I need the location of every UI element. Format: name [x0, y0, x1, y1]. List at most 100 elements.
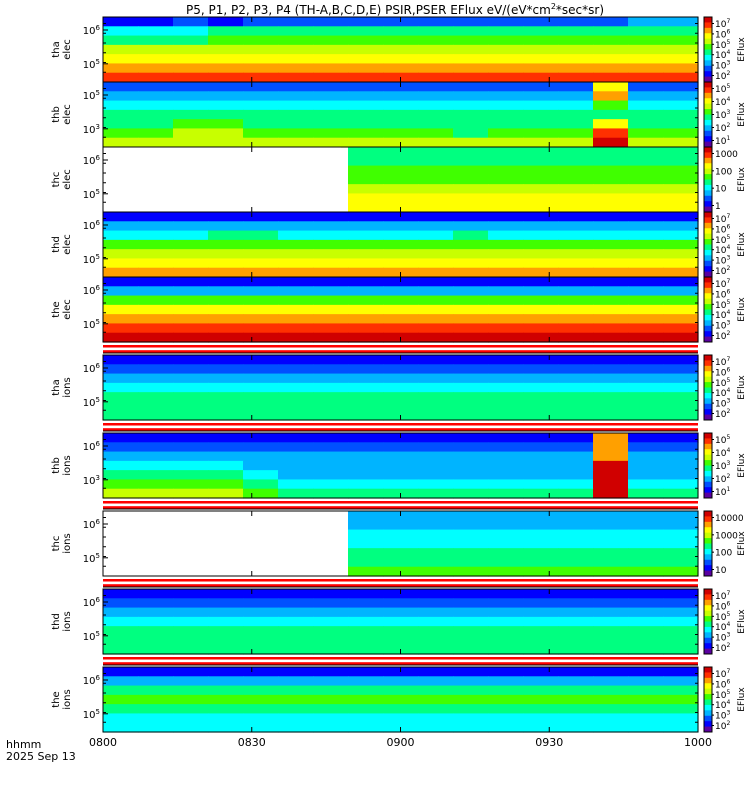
- colorbar-exponent: 3: [726, 255, 730, 262]
- heat-cell: [313, 267, 349, 278]
- heat-cell: [453, 109, 489, 120]
- heat-cell: [628, 722, 664, 733]
- heat-cell: [558, 644, 594, 655]
- heat-cell: [383, 286, 419, 297]
- heat-cell: [558, 511, 594, 521]
- heat-cell: [313, 230, 349, 241]
- heat-cell: [103, 442, 139, 453]
- heat-cell: [628, 267, 664, 278]
- heat-cell: [663, 35, 699, 46]
- heat-cell: [628, 184, 664, 195]
- heat-cell: [243, 72, 279, 83]
- colorbar-segment: [704, 470, 712, 475]
- heat-cell: [243, 100, 279, 111]
- heat-cell: [243, 304, 279, 315]
- colorbar-exponent: 2: [726, 473, 730, 480]
- colorbar-segment: [704, 607, 712, 612]
- heat-cell: [173, 626, 209, 637]
- colorbar-segment: [704, 573, 712, 577]
- colorbar-segment: [704, 333, 712, 338]
- heat-cell: [138, 616, 174, 627]
- heat-cell: [488, 82, 524, 92]
- colorbar-segment: [704, 35, 712, 40]
- colorbar-segment: [704, 317, 712, 321]
- heat-cell: [278, 44, 314, 55]
- heat-cell: [348, 382, 384, 393]
- saturation-stripe: [103, 347, 698, 351]
- heat-cell: [558, 304, 594, 315]
- heat-cell: [278, 451, 314, 462]
- colorbar-segment: [704, 100, 712, 105]
- colorbar-segment: [704, 446, 712, 450]
- heat-cell: [278, 100, 314, 111]
- colorbar-segment: [704, 309, 712, 313]
- colorbar-segment: [704, 325, 712, 329]
- heat-cell: [488, 410, 524, 421]
- heat-cell: [243, 626, 279, 637]
- y-tick-exponent: 6: [96, 219, 101, 227]
- no-data-region: [103, 147, 341, 212]
- heat-cell: [628, 401, 664, 412]
- heat-cell: [453, 667, 489, 677]
- colorbar-segment: [704, 632, 712, 636]
- colorbar-label: 100: [715, 167, 732, 177]
- colorbar-segment: [704, 54, 712, 59]
- heat-cell: [663, 598, 699, 609]
- y-tick-exponent: 5: [96, 188, 100, 196]
- heat-cell: [348, 54, 384, 65]
- heat-cell: [103, 488, 139, 499]
- colorbar-segment: [704, 481, 712, 485]
- colorbar-segment: [704, 721, 712, 725]
- heat-cell: [593, 239, 629, 250]
- colorbar-exponent: 7: [726, 278, 730, 285]
- heat-cell: [208, 479, 244, 490]
- heat-cell: [523, 258, 559, 269]
- colorbar-exponent: 3: [726, 710, 730, 717]
- heat-cell: [418, 35, 454, 46]
- colorbar-segment: [704, 694, 712, 698]
- heat-cell: [418, 676, 454, 687]
- heat-cell: [558, 258, 594, 269]
- heat-cell: [488, 433, 524, 443]
- heat-cell: [593, 460, 629, 471]
- heat-cell: [488, 722, 524, 733]
- heat-cell: [208, 221, 244, 232]
- colorbar-segment: [704, 516, 712, 520]
- heat-cell: [208, 401, 244, 412]
- heat-cell: [138, 626, 174, 637]
- heat-cell: [628, 174, 664, 185]
- heat-cell: [208, 17, 244, 27]
- heat-cell: [173, 230, 209, 241]
- colorbar-frame: [703, 588, 713, 655]
- heat-cell: [278, 722, 314, 733]
- heat-cell: [628, 35, 664, 46]
- colorbar-base: 10: [715, 215, 727, 225]
- heat-cell: [243, 713, 279, 724]
- heat-cell: [523, 355, 559, 365]
- heat-cell: [418, 548, 454, 559]
- colorbar-exponent: 2: [726, 265, 730, 272]
- heat-cell: [453, 119, 489, 130]
- heat-cell: [103, 392, 139, 403]
- heat-cell: [278, 109, 314, 120]
- heat-cell: [103, 598, 139, 609]
- colorbar-label: 103: [715, 255, 730, 267]
- heat-cell: [558, 479, 594, 490]
- heat-cell: [628, 442, 664, 453]
- heat-cell: [523, 35, 559, 46]
- heat-cell: [313, 63, 349, 74]
- heat-cell: [663, 511, 699, 521]
- heat-cell: [138, 713, 174, 724]
- heat-cell: [453, 401, 489, 412]
- heat-cell: [313, 277, 349, 287]
- colorbar-base: 10: [715, 332, 727, 342]
- colorbar-segment: [704, 163, 712, 167]
- heat-cell: [138, 100, 174, 111]
- heat-cell: [488, 44, 524, 55]
- colorbar-label: 107: [715, 18, 730, 30]
- colorbar-label: 10000: [715, 514, 744, 524]
- heat-cell: [488, 304, 524, 315]
- colorbar-segment: [704, 287, 712, 292]
- heat-cell: [103, 304, 139, 315]
